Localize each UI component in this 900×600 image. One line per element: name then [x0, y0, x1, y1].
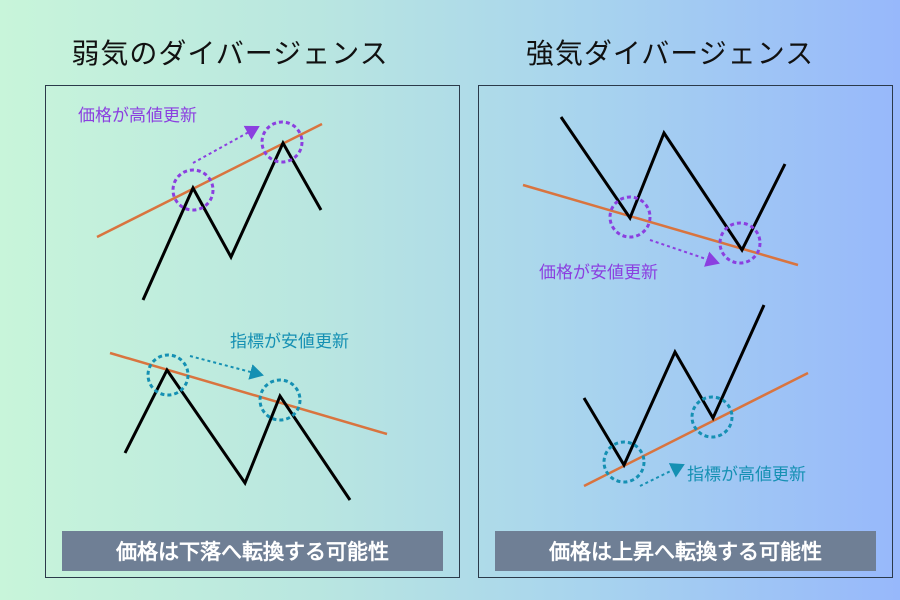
bullish-indicator-line: [582, 304, 766, 469]
bearish-price-line: [141, 139, 323, 301]
bearish-indicator-trendline: [109, 351, 388, 436]
bearish-indicator-label: 指標が安値更新: [230, 332, 349, 352]
bearish-price-first-high-marker: [171, 168, 215, 212]
bullish-price-arrow: [649, 239, 720, 267]
bullish-price-first-low-marker: [608, 195, 652, 239]
bearish-indicator-second-high-marker: [258, 378, 302, 422]
bearish-indicator-line: [123, 367, 352, 501]
bullish-price-label: 価格が安値更新: [539, 263, 658, 283]
bullish-price-trendline: [522, 183, 799, 267]
bullish-divergence-title: 強気ダイバージェンス: [525, 37, 815, 70]
bearish-divergence-panel: 価格は下落へ転換する可能性: [45, 85, 460, 578]
bullish-indicator-arrow: [639, 463, 685, 487]
bearish-indicator-arrow: [189, 355, 264, 380]
bullish-indicator-label: 指標が高値更新: [687, 465, 806, 485]
bullish-indicator-second-low-marker: [690, 395, 734, 439]
bearish-conclusion-banner: 価格は下落へ転換する可能性: [62, 531, 443, 571]
bearish-price-second-high-marker: [260, 120, 304, 164]
bearish-price-label: 価格が高値更新: [78, 106, 197, 126]
bullish-price-second-low-marker: [718, 221, 762, 265]
bullish-price-line: [559, 116, 787, 253]
bearish-price-arrow: [192, 125, 260, 164]
bullish-divergence-panel: 価格は上昇へ転換する可能性: [478, 85, 893, 578]
bullish-conclusion-banner: 価格は上昇へ転換する可能性: [495, 531, 876, 571]
bearish-divergence-title: 弱気のダイバージェンス: [71, 37, 389, 70]
bearish-indicator-first-high-marker: [146, 353, 190, 397]
bullish-indicator-first-low-marker: [602, 440, 646, 484]
